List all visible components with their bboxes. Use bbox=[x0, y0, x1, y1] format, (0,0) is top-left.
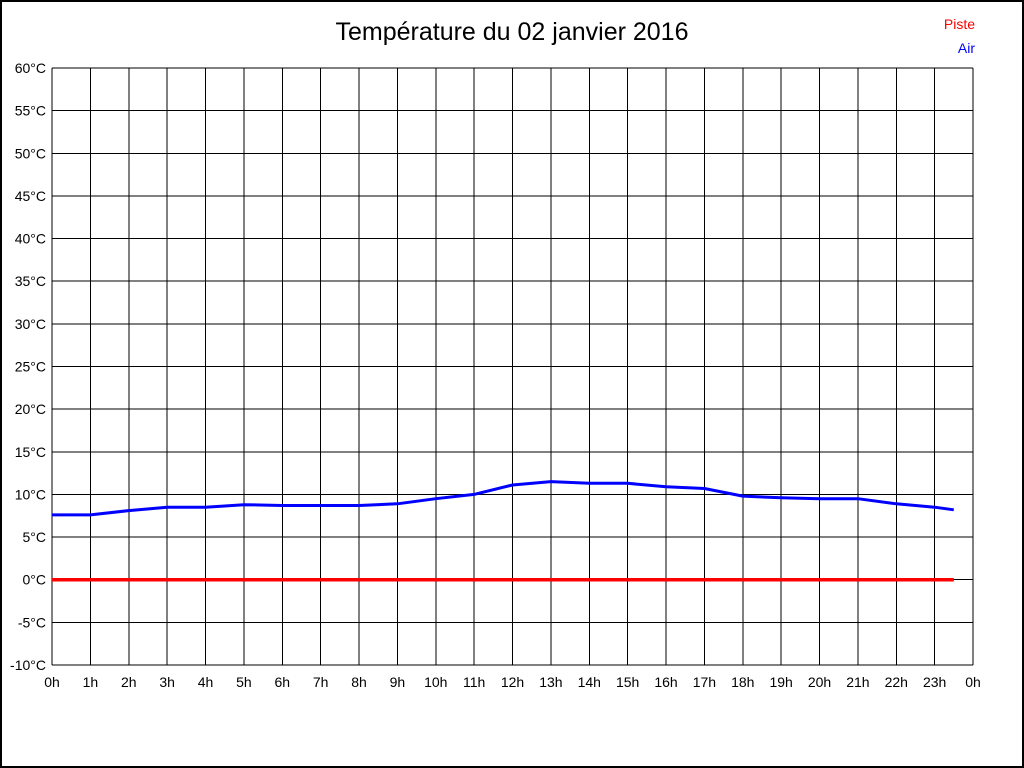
x-tick-label: 0h bbox=[965, 674, 981, 690]
y-tick-label: 15°C bbox=[15, 444, 46, 460]
y-tick-label: 20°C bbox=[15, 401, 46, 417]
y-tick-label: 25°C bbox=[15, 359, 46, 375]
x-tick-label: 15h bbox=[616, 674, 639, 690]
y-tick-label: -5°C bbox=[18, 614, 46, 630]
y-tick-label: 5°C bbox=[23, 529, 47, 545]
x-tick-label: 21h bbox=[846, 674, 869, 690]
x-tick-label: 3h bbox=[159, 674, 175, 690]
x-tick-label: 1h bbox=[83, 674, 99, 690]
x-tick-label: 18h bbox=[731, 674, 754, 690]
x-tick-label: 12h bbox=[501, 674, 524, 690]
x-tick-label: 0h bbox=[44, 674, 60, 690]
x-tick-label: 13h bbox=[539, 674, 562, 690]
x-tick-label: 8h bbox=[351, 674, 367, 690]
series-line-air bbox=[52, 480, 955, 517]
y-tick-label: 40°C bbox=[15, 231, 46, 247]
legend-item-air: Air bbox=[957, 40, 975, 56]
legend-item-piste: Piste bbox=[943, 16, 975, 32]
x-tick-label: 19h bbox=[769, 674, 792, 690]
x-tick-label: 14h bbox=[578, 674, 601, 690]
x-tick-label: 2h bbox=[121, 674, 137, 690]
y-tick-label: 55°C bbox=[15, 103, 46, 119]
x-tick-label: 5h bbox=[236, 674, 252, 690]
y-tick-label: 35°C bbox=[15, 273, 46, 289]
x-tick-label: 17h bbox=[693, 674, 716, 690]
x-tick-label: 11h bbox=[463, 674, 485, 690]
x-tick-label: 20h bbox=[808, 674, 831, 690]
x-tick-label: 6h bbox=[274, 674, 290, 690]
x-tick-label: 16h bbox=[654, 674, 677, 690]
y-tick-label: 45°C bbox=[15, 188, 46, 204]
x-tick-label: 9h bbox=[390, 674, 406, 690]
y-tick-label: -10°C bbox=[10, 657, 46, 673]
x-tick-label: 22h bbox=[885, 674, 908, 690]
x-tick-label: 23h bbox=[923, 674, 946, 690]
x-tick-label: 10h bbox=[424, 674, 447, 690]
y-tick-label: 60°C bbox=[15, 60, 46, 76]
legend: Piste Air bbox=[944, 12, 975, 60]
y-tick-label: 50°C bbox=[15, 145, 46, 161]
y-tick-label: 10°C bbox=[15, 486, 46, 502]
x-tick-label: 4h bbox=[198, 674, 214, 690]
x-tick-label: 7h bbox=[313, 674, 329, 690]
y-tick-label: 0°C bbox=[23, 572, 47, 588]
chart-title: Température du 02 janvier 2016 bbox=[335, 18, 689, 46]
y-tick-label: 30°C bbox=[15, 316, 46, 332]
